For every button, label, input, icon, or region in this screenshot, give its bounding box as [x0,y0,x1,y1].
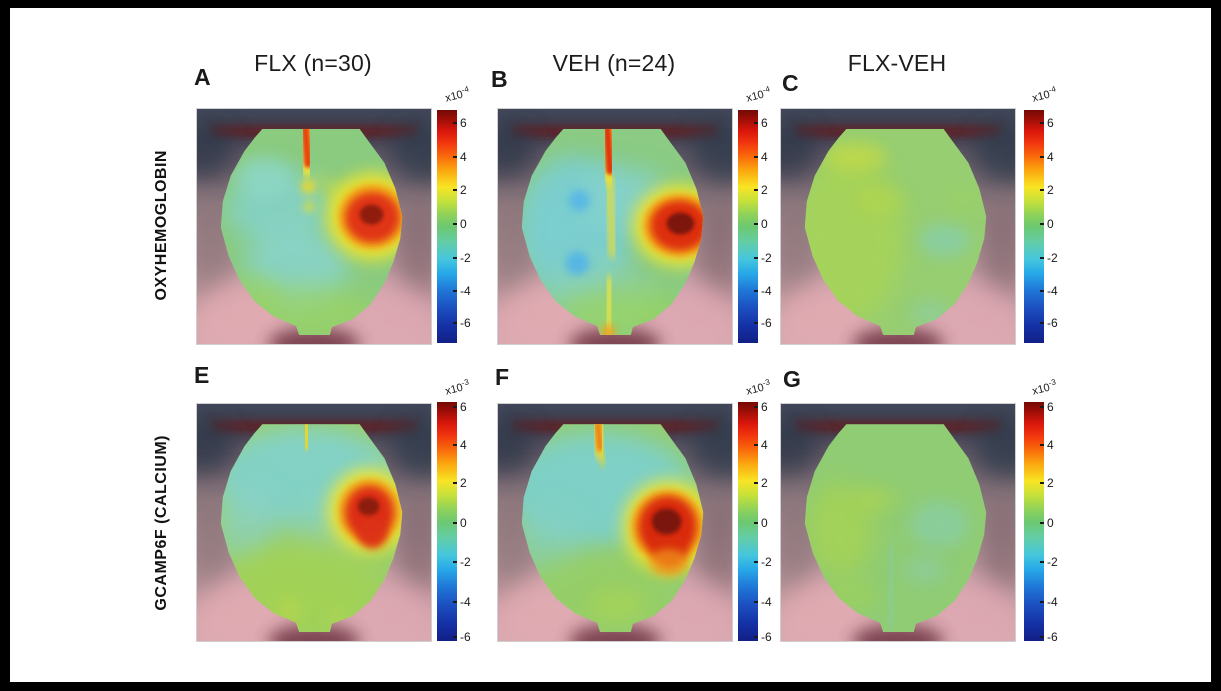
colorbar-tick: 0 [453,217,467,232]
row-label-gcamp6f: GCAMP6F (CALCIUM) [148,403,176,642]
colorbar-exponent-b: x10-4 [744,84,772,104]
colorbar-tick: 2 [453,476,467,491]
colorbar-tick: 2 [754,183,768,198]
colorbar-a: 6 4 2 0 -2 -4 -6 [437,110,471,343]
colorbar-tick: 0 [1040,217,1054,232]
colorbar-tick: -4 [453,283,471,298]
panel-letter-c: C [782,70,799,96]
colorbar-tick: 4 [754,149,768,164]
colorbar-tick: 6 [453,115,467,130]
colorbar-tick: -4 [754,283,772,298]
colorbar-tick: 6 [1040,399,1054,414]
colorbar-tick: 4 [1040,149,1054,164]
colorbar-f: 6 4 2 0 -2 -4 -6 [738,400,772,644]
colorbar-tick: -4 [1040,283,1058,298]
column-title-flx-veh: FLX-VEH [847,50,947,76]
brain-panel-g [780,403,1016,642]
colorbar-tick: -4 [754,594,772,609]
colorbar-tick: 4 [453,149,467,164]
colorbar-exponent-f: x10-3 [744,377,772,397]
colorbar-exponent-g: x10-3 [1030,377,1058,397]
brain-panel-c [780,108,1016,345]
colorbar-tick: 4 [1040,438,1054,453]
colorbar-tick: -6 [1040,630,1058,645]
exponent-power: -3 [460,377,470,388]
exponent-power: -3 [761,377,771,388]
colorbar-tick: -6 [754,630,772,645]
colorbar-c: 6 4 2 0 -2 -4 -6 [1024,110,1058,343]
brain-panel-f [497,403,733,642]
exponent-power: -3 [1047,377,1057,388]
exponent-power: -4 [1047,84,1057,95]
colorbar-tick: -6 [754,316,772,331]
colorbar-tick: -6 [1040,316,1058,331]
column-title-flx: FLX (n=30) [254,50,372,76]
colorbar-b: 6 4 2 0 -2 -4 -6 [738,110,772,343]
colorbar-tick: -6 [453,316,471,331]
colorbar-e: 6 4 2 0 -2 -4 -6 [437,400,471,644]
colorbar-tick: 0 [1040,515,1054,530]
colorbar-tick: 2 [754,476,768,491]
figure-background: OXYHEMOGLOBIN GCAMP6F (CALCIUM) FLX (n=3… [10,8,1211,682]
colorbar-tick: 6 [1040,115,1054,130]
colorbar-tick: 0 [754,217,768,232]
colorbar-tick: 6 [754,115,768,130]
colorbar-tick: -2 [453,250,471,265]
colorbar-tick: 2 [453,183,467,198]
colorbar-tick: 4 [754,438,768,453]
colorbar-tick: -2 [1040,555,1058,570]
colorbar-tick: 6 [453,399,467,414]
row-label-text: GCAMP6F (CALCIUM) [153,434,170,611]
colorbar-tick: -2 [754,250,772,265]
colorbar-tick: 2 [1040,183,1054,198]
colorbar-tick: 4 [453,438,467,453]
panel-letter-a: A [194,64,211,90]
colorbar-tick: -2 [754,555,772,570]
colorbar-exponent-c: x10-4 [1030,84,1058,104]
panel-letter-e: E [194,362,210,388]
colorbar-tick: 0 [453,515,467,530]
panel-letter-g: G [783,366,801,392]
panel-letter-f: F [495,364,510,390]
colorbar-tick: -6 [453,630,471,645]
exponent-power: -4 [761,84,771,95]
row-label-oxyhemoglobin: OXYHEMOGLOBIN [148,108,176,343]
colorbar-tick: -2 [453,555,471,570]
colorbar-tick: -4 [453,594,471,609]
colorbar-tick: -4 [1040,594,1058,609]
colorbar-tick: -2 [1040,250,1058,265]
colorbar-exponent-e: x10-3 [443,377,471,397]
colorbar-exponent-a: x10-4 [443,84,471,104]
row-label-text: OXYHEMOGLOBIN [153,150,170,301]
colorbar-tick: 0 [754,515,768,530]
colorbar-tick: 6 [754,399,768,414]
exponent-power: -4 [460,84,470,95]
brain-panel-b [497,108,733,345]
column-title-veh: VEH (n=24) [552,50,676,76]
colorbar-g: 6 4 2 0 -2 -4 -6 [1024,400,1058,644]
brain-panel-a [196,108,432,345]
colorbar-tick: 2 [1040,476,1054,491]
brain-panel-e [196,403,432,642]
panel-letter-b: B [491,66,508,92]
